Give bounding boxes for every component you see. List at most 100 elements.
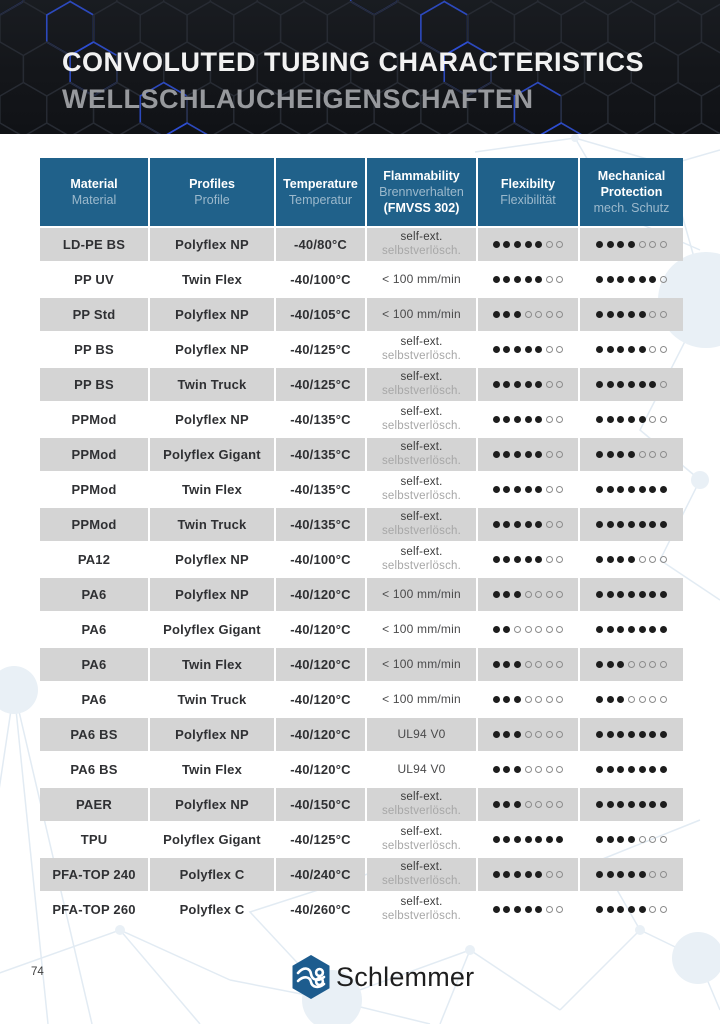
hexagon-shape <box>537 0 586 16</box>
rating-dot-empty <box>545 801 553 808</box>
material-cell: PFA-TOP 260 <box>52 902 136 917</box>
rating-dot-filled <box>492 311 500 318</box>
rating-dot-empty <box>535 591 543 598</box>
table-row: PP UV Twin Flex -40/100°C < 100 mm/min <box>40 263 683 296</box>
hexagon-shape <box>166 122 208 134</box>
profile-cell: Twin Truck <box>150 508 274 541</box>
column-header-flexibility: Flexibilty Flexibilität <box>478 158 578 226</box>
rating-dot-filled <box>606 731 614 738</box>
profile-cell: Polyflex Gigant <box>150 438 274 471</box>
hexagon-pattern-decoration <box>0 0 720 134</box>
hexagon-shape <box>677 41 720 97</box>
rating-dot-empty <box>535 661 543 668</box>
flammability-cell: self-ext. selbstverlösch. <box>367 508 476 541</box>
rating-dot-filled <box>659 766 667 773</box>
rating-dot-filled <box>492 521 500 528</box>
rating-dot-empty <box>524 731 532 738</box>
rating-dot-filled <box>513 311 521 318</box>
hexagon-shape <box>681 122 720 134</box>
flammability-line: < 100 mm/min <box>382 272 461 287</box>
protection-rating-cell <box>580 263 683 296</box>
rating-dot-filled <box>492 696 500 703</box>
rating-dot-filled <box>524 381 532 388</box>
rating-dot-filled <box>628 241 635 248</box>
rating-dot-empty <box>659 241 667 248</box>
rating-dot-empty <box>513 626 521 633</box>
flammability-cell: UL94 V0 <box>367 718 476 751</box>
flammability-line: < 100 mm/min <box>382 587 461 602</box>
rating-dot-filled <box>492 486 500 493</box>
column-header-profiles: Profiles Profile <box>150 158 274 226</box>
rating-dot-filled <box>513 661 521 668</box>
rating-dot-filled <box>492 416 500 423</box>
rating-dot-empty <box>556 521 564 528</box>
rating-dot-empty <box>659 871 667 878</box>
rating-dot-filled <box>606 241 614 248</box>
flexibility-rating-cell <box>478 228 578 261</box>
hexagon-shape <box>213 122 255 134</box>
profile-cell: Polyflex NP <box>150 578 274 611</box>
rating-dot-empty <box>638 241 646 248</box>
hexagon-shape <box>306 122 348 134</box>
temperature-cell: -40/135°C <box>290 482 351 497</box>
rating-dot-filled <box>513 556 521 563</box>
rating-dot-empty <box>659 381 667 388</box>
rating-dot-empty <box>649 696 657 703</box>
rating-dot-filled <box>596 801 604 808</box>
rating-dot-filled <box>503 731 511 738</box>
protection-rating-cell <box>580 578 683 611</box>
rating-dot-filled <box>596 241 604 248</box>
rating-dot-filled <box>503 591 511 598</box>
flammability-cell: < 100 mm/min <box>367 613 476 646</box>
rating-dot-filled <box>596 731 604 738</box>
rating-dot-empty <box>659 696 667 703</box>
rating-dot-filled <box>617 416 625 423</box>
rating-dot-empty <box>556 766 564 773</box>
rating-dot-filled <box>503 486 511 493</box>
hexagon-shape <box>116 0 165 16</box>
profile-cell: Polyflex C <box>150 858 274 891</box>
rating-dot-filled <box>628 591 635 598</box>
flammability-cell: self-ext. selbstverlösch. <box>367 893 476 926</box>
rating-dot-filled <box>492 906 500 913</box>
rating-dot-filled <box>638 486 646 493</box>
rating-dot-filled <box>596 276 604 283</box>
rating-dot-filled <box>492 276 500 283</box>
rating-dot-empty <box>628 661 635 668</box>
rating-dot-empty <box>628 696 635 703</box>
rating-dot-empty <box>535 311 543 318</box>
protection-rating-cell <box>580 508 683 541</box>
protection-rating-cell <box>580 893 683 926</box>
material-cell: PA6 BS <box>40 718 148 751</box>
rating-dot-empty <box>545 311 553 318</box>
temperature-cell: -40/120°C <box>276 578 365 611</box>
flammability-cell: self-ext. selbstverlösch. <box>367 368 476 401</box>
rating-dot-empty <box>545 871 553 878</box>
rating-dot-filled <box>638 906 646 913</box>
hexagon-shape <box>162 0 212 16</box>
material-cell: PA6 <box>40 578 148 611</box>
profile-cell: Twin Flex <box>181 482 243 497</box>
rating-dot-filled <box>513 521 521 528</box>
rating-dot-filled <box>513 696 521 703</box>
profile-cell: Twin Truck <box>150 368 274 401</box>
rating-dot-empty <box>638 661 646 668</box>
profile-cell: Polyflex C <box>179 902 245 917</box>
rating-dot-filled <box>535 906 543 913</box>
material-cell: PP BS <box>74 342 114 357</box>
rating-dot-filled <box>606 451 614 458</box>
flammability-line: self-ext. <box>400 475 443 488</box>
schlemmer-hexagon-icon <box>292 955 330 999</box>
flexibility-rating-cell <box>478 543 578 576</box>
temperature-cell: -40/135°C <box>276 438 365 471</box>
rating-dot-filled <box>535 276 543 283</box>
flammability-line: self-ext. <box>400 510 443 523</box>
profile-cell: Polyflex NP <box>150 228 274 261</box>
rating-dot-empty <box>545 731 553 738</box>
header-label-en: Material <box>70 176 118 191</box>
column-header-flammability: Flammability Brennverhalten (FMVSS 302) <box>367 158 476 226</box>
rating-dot-filled <box>596 381 604 388</box>
protection-rating-cell <box>580 683 683 716</box>
flammability-cell: < 100 mm/min <box>367 683 476 716</box>
rating-dot-filled <box>649 731 657 738</box>
